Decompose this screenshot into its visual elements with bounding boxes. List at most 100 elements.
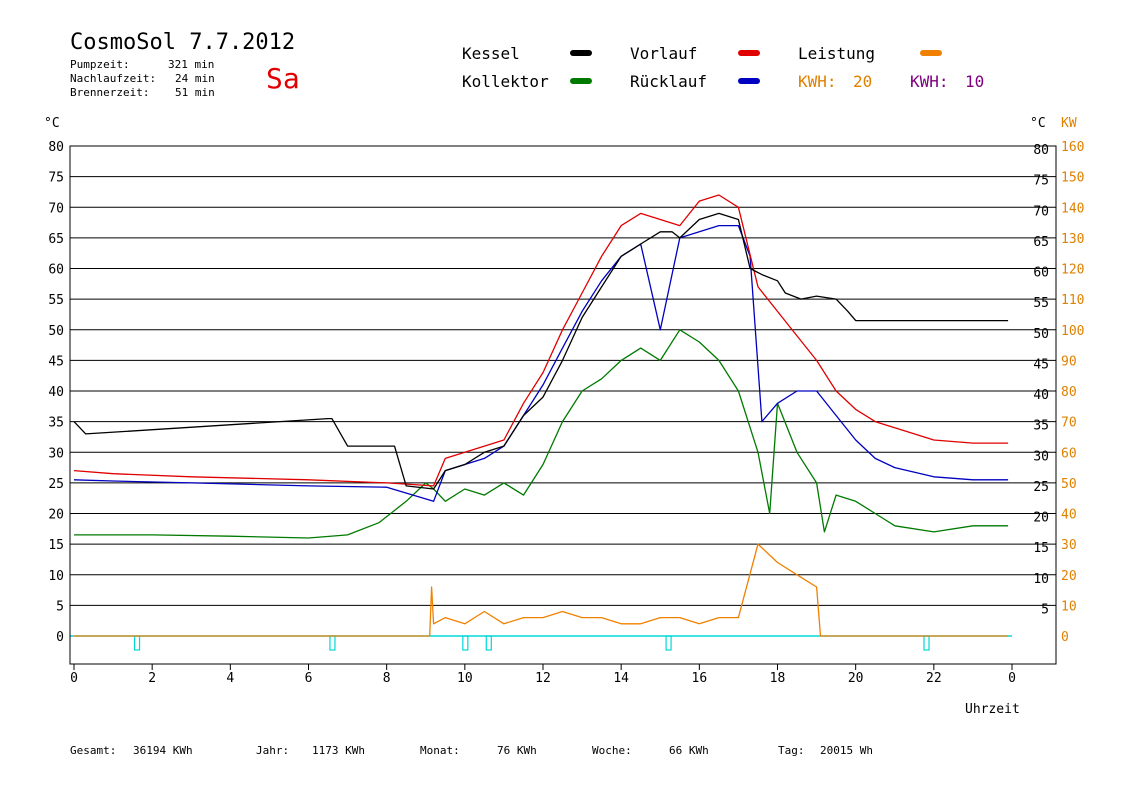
y-tick-left: 30 [48, 446, 64, 461]
footer-woche-label: Woche: [592, 744, 632, 757]
y-tick-right: 10 [1033, 572, 1049, 587]
kw-tick: 60 [1061, 446, 1077, 461]
kw-tick: 50 [1061, 477, 1077, 492]
pump-marker [665, 635, 672, 651]
pumpzeit-label: Pumpzeit: [70, 58, 130, 71]
x-tick-label: 16 [692, 671, 708, 686]
legend-kwh2-label: KWH: [910, 72, 949, 91]
legend-vorlauf-swatch [738, 50, 760, 56]
footer-monat-label: Monat: [420, 744, 460, 757]
y-tick-right: 35 [1033, 419, 1049, 434]
footer-tag-value: 20015 Wh [820, 744, 873, 757]
legend-kessel-label: Kessel [462, 44, 520, 63]
y-tick-right: 30 [1033, 449, 1049, 464]
x-tick-label: 14 [613, 671, 629, 686]
y-tick-right: 65 [1033, 235, 1049, 250]
footer-jahr-label: Jahr: [256, 744, 290, 757]
x-tick-label: 0 [1008, 671, 1016, 686]
y-tick-left: 80 [48, 140, 64, 155]
y-tick-left: 55 [48, 293, 64, 308]
x-tick-label: 8 [383, 671, 391, 686]
kw-tick: 140 [1061, 201, 1084, 216]
legend-kollektor-swatch [570, 78, 592, 84]
pump-marker [329, 635, 336, 651]
x-tick-label: 2 [148, 671, 156, 686]
x-tick-label: 12 [535, 671, 551, 686]
y-tick-right: 75 [1033, 174, 1049, 189]
kw-tick: 70 [1061, 416, 1077, 431]
kw-tick: 0 [1061, 630, 1069, 645]
y-tick-left: 45 [48, 354, 64, 369]
legend-kollektor-label: Kollektor [462, 72, 549, 91]
footer-monat-value: 76 KWh [497, 744, 537, 757]
y-tick-right: 5 [1041, 602, 1049, 617]
y-tick-left: 5 [56, 599, 64, 614]
footer-jahr-value: 1173 KWh [312, 744, 365, 757]
kw-tick: 150 [1061, 171, 1084, 186]
legend-kessel-swatch [570, 50, 592, 56]
pump-marker [485, 635, 492, 651]
kw-tick: 110 [1061, 293, 1084, 308]
kw-tick: 40 [1061, 508, 1077, 523]
kw-tick: 80 [1061, 385, 1077, 400]
y-axis-right-unit: °C [1030, 116, 1046, 131]
kw-tick: 20 [1061, 569, 1077, 584]
chart-title: CosmoSol 7.7.2012 [70, 30, 296, 55]
footer-gesamt-value: 36194 KWh [133, 744, 193, 757]
legend-ruecklauf-swatch [738, 78, 760, 84]
pump-marker [462, 635, 469, 651]
y-tick-right: 15 [1033, 541, 1049, 556]
series-line-ruecklauf [73, 224, 1009, 502]
x-tick-label: 6 [305, 671, 313, 686]
y-tick-left: 75 [48, 171, 64, 186]
weekday-label: Sa [266, 62, 300, 95]
y-tick-right: 25 [1033, 480, 1049, 495]
footer-gesamt-label: Gesamt: [70, 744, 117, 757]
kw-tick: 10 [1061, 599, 1077, 614]
legend-leistung-label: Leistung [798, 44, 876, 63]
y-tick-left: 10 [48, 569, 64, 584]
y-axis-left-unit: °C [44, 116, 60, 131]
legend-vorlauf-label: Vorlauf [630, 44, 698, 63]
pumpzeit-value: 321 min [168, 58, 215, 71]
y-tick-right: 45 [1033, 357, 1049, 372]
pump-marker [133, 635, 141, 651]
legend-kwh2-value: 10 [965, 72, 985, 91]
brennerzeit-value: 51 min [175, 86, 215, 99]
y-tick-left: 35 [48, 416, 64, 431]
series-line-kessel [73, 212, 1009, 490]
y-tick-left: 65 [48, 232, 64, 247]
x-axis-label: Uhrzeit [965, 702, 1020, 717]
x-tick-label: 4 [226, 671, 234, 686]
y-tick-left: 40 [48, 385, 64, 400]
series-line-leistung [74, 543, 1009, 637]
y-tick-right: 70 [1033, 204, 1049, 219]
legend-leistung-swatch [920, 50, 942, 56]
x-tick-label: 20 [848, 671, 864, 686]
pump-marker [923, 635, 930, 651]
plot-frame [69, 145, 1057, 665]
y-tick-left: 60 [48, 263, 64, 278]
kw-tick: 160 [1061, 140, 1084, 155]
series-line-kollektor [74, 329, 1009, 539]
y-tick-right: 55 [1033, 296, 1049, 311]
x-tick-label: 22 [926, 671, 942, 686]
legend-ruecklauf-label: Rücklauf [630, 72, 708, 91]
legend-kwh1-value: 20 [853, 72, 873, 91]
legend-kwh1-label: KWH: [798, 72, 837, 91]
y-tick-right: 60 [1033, 266, 1049, 281]
y-tick-left: 20 [48, 508, 64, 523]
y-tick-right: 40 [1033, 388, 1049, 403]
footer-woche-value: 66 KWh [669, 744, 709, 757]
y-tick-right: 50 [1033, 327, 1049, 342]
kw-tick: 100 [1061, 324, 1084, 339]
kw-axis-unit: KW [1061, 116, 1077, 131]
y-tick-right: 80 [1033, 143, 1049, 158]
x-tick-label: 10 [457, 671, 473, 686]
nachlaufzeit-value: 24 min [175, 72, 215, 85]
y-tick-left: 50 [48, 324, 64, 339]
kw-tick: 30 [1061, 538, 1077, 553]
brennerzeit-label: Brennerzeit: [70, 86, 150, 99]
x-tick-label: 18 [770, 671, 786, 686]
series-line-vorlauf [73, 194, 1009, 487]
